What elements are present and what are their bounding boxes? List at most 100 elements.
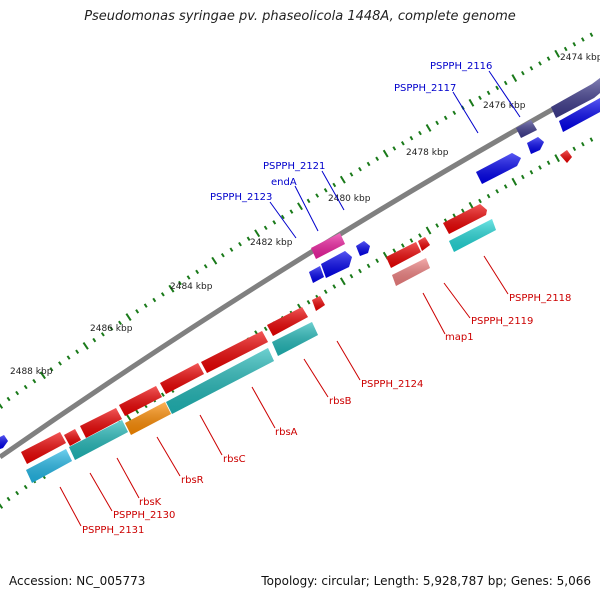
inner-tick-mark bbox=[263, 326, 268, 332]
label-map1[interactable]: map1 bbox=[445, 332, 474, 343]
label-rbsB[interactable]: rbsB bbox=[329, 396, 352, 407]
inner-tick-mark bbox=[460, 208, 465, 213]
label-rbsC[interactable]: rbsC bbox=[223, 454, 246, 465]
leader-pspph-2130 bbox=[89, 472, 113, 512]
outer-tick-mark bbox=[418, 130, 422, 136]
outer-tick-mark bbox=[589, 32, 594, 37]
outer-tick-mark bbox=[186, 275, 191, 280]
inner-tick-mark bbox=[125, 413, 132, 422]
outer-tick-mark bbox=[468, 98, 475, 107]
outer-tick-mark bbox=[75, 349, 80, 354]
label-pspph-2123[interactable]: PSPPH_2123 bbox=[210, 192, 272, 203]
label-pspph-2119[interactable]: PSPPH_2119 bbox=[471, 316, 533, 327]
inner-tick-mark bbox=[435, 223, 440, 228]
leader-pspph-2131 bbox=[59, 486, 82, 527]
inner-tick-mark bbox=[358, 268, 362, 274]
outer-tick-mark bbox=[306, 198, 311, 204]
outer-tick-mark bbox=[375, 156, 380, 162]
outer-tick-mark bbox=[211, 256, 218, 265]
label-pspph-2117[interactable]: PSPPH_2117 bbox=[394, 83, 456, 94]
outer-tick-mark bbox=[135, 309, 140, 314]
kbp-label-2482: 2482 kbp bbox=[250, 238, 293, 248]
label-endA[interactable]: endA bbox=[271, 177, 297, 188]
gene-gloss bbox=[527, 137, 544, 154]
gene-gloss bbox=[476, 153, 521, 184]
outer-tick-mark bbox=[6, 396, 11, 402]
outer-tick-mark bbox=[315, 193, 320, 198]
inner-tick-mark bbox=[6, 496, 11, 502]
inner-tick-mark bbox=[366, 263, 371, 269]
leader-pspph-2116 bbox=[488, 70, 521, 118]
label-rbsA[interactable]: rbsA bbox=[275, 427, 298, 438]
label-pspph-2118[interactable]: PSPPH_2118 bbox=[509, 293, 571, 304]
inner-tick-mark bbox=[546, 160, 551, 166]
inner-tick-mark bbox=[409, 238, 414, 243]
outer-tick-row bbox=[0, 32, 594, 409]
kbp-label-2480: 2480 kbp bbox=[328, 194, 371, 204]
leader-pspph-2119 bbox=[443, 282, 471, 319]
gene-gloss bbox=[166, 348, 274, 414]
label-leaders bbox=[59, 70, 521, 527]
outer-tick-mark bbox=[254, 229, 261, 238]
gene-gloss bbox=[0, 435, 8, 449]
gene-gloss bbox=[21, 432, 66, 464]
gene-gloss bbox=[160, 363, 204, 394]
inner-tick-mark bbox=[418, 233, 422, 238]
label-pspph-2116[interactable]: PSPPH_2116 bbox=[430, 61, 492, 72]
inner-tick-mark bbox=[478, 198, 482, 204]
gene-gloss bbox=[309, 266, 324, 283]
label-pspph-2124[interactable]: PSPPH_2124 bbox=[361, 379, 423, 390]
leader-pspph-2123 bbox=[269, 201, 297, 239]
gene-gloss bbox=[267, 307, 308, 336]
inner-tick-mark bbox=[521, 174, 525, 180]
gene-gloss bbox=[418, 237, 430, 251]
gene-gloss bbox=[125, 402, 171, 435]
outer-tick-mark bbox=[280, 214, 285, 220]
leader-pspph-2117 bbox=[452, 91, 479, 134]
outer-tick-mark bbox=[572, 41, 577, 47]
outer-tick-mark bbox=[152, 297, 157, 303]
outer-tick-mark bbox=[425, 124, 432, 132]
inner-tick-mark bbox=[503, 184, 508, 189]
outer-tick-mark bbox=[32, 378, 37, 384]
inner-tick-mark bbox=[306, 299, 311, 305]
label-rbsR[interactable]: rbsR bbox=[181, 475, 204, 486]
inner-tick-mark bbox=[529, 169, 534, 175]
outer-tick-mark bbox=[366, 161, 371, 167]
label-pspph-2121[interactable]: PSPPH_2121 bbox=[263, 161, 325, 172]
gene-gloss bbox=[551, 78, 600, 118]
gene-gloss bbox=[321, 251, 352, 278]
inner-tick-mark bbox=[23, 484, 28, 490]
outer-tick-mark bbox=[349, 172, 354, 177]
leader-rbsB bbox=[303, 358, 329, 398]
outer-tick-mark bbox=[229, 247, 234, 252]
outer-tick-mark bbox=[15, 390, 20, 396]
outer-tick-mark bbox=[400, 141, 405, 146]
outer-tick-mark bbox=[563, 46, 568, 52]
inner-tick-mark bbox=[495, 189, 499, 194]
inner-tick-mark bbox=[486, 193, 491, 199]
inner-tick-mark bbox=[349, 273, 354, 279]
gene-gloss bbox=[26, 449, 72, 483]
outer-tick-mark bbox=[529, 66, 534, 71]
outer-tick-mark bbox=[520, 70, 525, 76]
label-rbsK[interactable]: rbsK bbox=[139, 497, 162, 508]
gene-gloss bbox=[516, 120, 537, 138]
outer-tick-mark bbox=[323, 188, 328, 193]
outer-tick-mark bbox=[486, 90, 491, 96]
outer-tick-mark bbox=[435, 120, 440, 126]
outer-tick-mark bbox=[409, 135, 414, 141]
gene-gloss bbox=[312, 296, 325, 311]
inner-tick-mark bbox=[332, 284, 337, 289]
kbp-label-2474: 2474 kbp bbox=[560, 53, 600, 63]
inner-tick-mark bbox=[400, 243, 405, 248]
outer-tick-mark bbox=[23, 384, 28, 390]
label-pspph-2130[interactable]: PSPPH_2130 bbox=[113, 510, 175, 521]
gene-gloss bbox=[443, 204, 487, 234]
label-pspph-2131[interactable]: PSPPH_2131 bbox=[82, 525, 144, 536]
inner-tick-mark bbox=[15, 490, 20, 496]
outer-tick-mark bbox=[246, 236, 251, 241]
gene-gloss bbox=[119, 386, 162, 416]
inner-tick-mark bbox=[572, 146, 577, 152]
gene-gloss bbox=[559, 98, 600, 132]
